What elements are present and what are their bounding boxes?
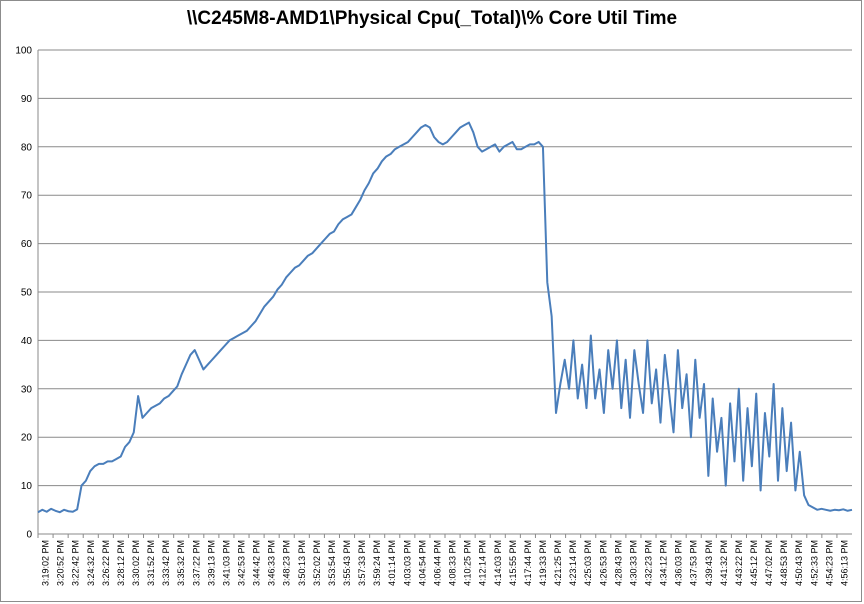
x-tick-label: 4:39:43 PM	[704, 540, 714, 586]
x-tick-label: 4:47:02 PM	[764, 540, 774, 586]
x-tick-label: 3:19:02 PM	[41, 540, 51, 586]
x-tick-label: 4:03:03 PM	[402, 540, 412, 586]
x-tick-label: 3:26:22 PM	[101, 540, 111, 586]
x-tick-label: 4:43:22 PM	[734, 540, 744, 586]
x-tick-label: 4:28:43 PM	[613, 540, 623, 586]
y-tick-label: 90	[21, 94, 33, 105]
x-tick-label: 4:54:23 PM	[824, 540, 834, 586]
x-tick-label: 3:31:52 PM	[146, 540, 156, 586]
chart-title: \\C245M8-AMD1\Physical Cpu(_Total)\% Cor…	[186, 8, 678, 29]
gridlines	[38, 49, 852, 487]
x-tick-label: 3:39:13 PM	[206, 540, 216, 586]
x-tick-label: 4:48:53 PM	[779, 540, 789, 586]
x-tick-label: 4:36:03 PM	[674, 540, 684, 586]
x-tick-label: 3:55:43 PM	[342, 540, 352, 586]
y-tick-label: 10	[21, 481, 33, 492]
x-tick-label: 4:06:44 PM	[432, 540, 442, 586]
x-tick-label: 3:22:42 PM	[71, 540, 81, 586]
axes	[37, 50, 852, 538]
y-tick-label: 80	[21, 142, 33, 153]
x-tick-label: 3:37:22 PM	[191, 540, 201, 586]
x-tick-label: 3:52:02 PM	[312, 540, 322, 586]
x-tick-label: 3:35:32 PM	[176, 540, 186, 586]
x-tick-label: 4:30:33 PM	[628, 540, 638, 586]
x-tick-label: 3:33:42 PM	[161, 540, 171, 586]
x-tick-label: 4:17:44 PM	[523, 540, 533, 586]
x-tick-label: 4:37:53 PM	[689, 540, 699, 586]
x-axis-tick-labels: 3:19:02 PM 3:20:52 PM 3:22:42 PM 3:24:32 PM…	[41, 540, 850, 586]
x-tick-label: 3:48:23 PM	[282, 540, 292, 586]
x-tick-label: 3:24:32 PM	[86, 540, 96, 586]
y-tick-label: 60	[21, 239, 33, 250]
x-tick-label: 4:32:23 PM	[644, 540, 654, 586]
x-tick-label: 4:45:12 PM	[749, 540, 759, 586]
y-tick-label: 20	[21, 433, 33, 444]
x-tick-label: 4:12:14 PM	[478, 540, 488, 586]
x-tick-label: 4:14:03 PM	[493, 540, 503, 586]
x-tick-label: 3:59:24 PM	[372, 540, 382, 586]
x-tick-label: 3:57:33 PM	[357, 540, 367, 586]
series-line-0	[37, 121, 853, 514]
x-tick-label: 3:46:33 PM	[267, 540, 277, 586]
y-tick-label: 100	[15, 46, 32, 57]
x-tick-label: 4:21:25 PM	[553, 540, 563, 586]
y-tick-label: 40	[21, 336, 33, 347]
x-tick-label: 4:25:03 PM	[583, 540, 593, 586]
x-tick-label: 3:42:53 PM	[237, 540, 247, 586]
series-layer	[37, 121, 853, 514]
x-tick-label: 4:41:32 PM	[719, 540, 729, 586]
x-tick-label: 3:41:03 PM	[221, 540, 231, 586]
x-tick-label: 3:44:42 PM	[252, 540, 262, 586]
x-tick-label: 4:26:53 PM	[598, 540, 608, 586]
y-tick-label: 30	[21, 384, 33, 395]
x-tick-label: 4:15:55 PM	[508, 540, 518, 586]
x-tick-label: 4:56:13 PM	[839, 540, 849, 586]
x-tick-label: 4:08:33 PM	[448, 540, 458, 586]
x-tick-label: 3:28:12 PM	[116, 540, 126, 586]
x-tick-label: 3:30:02 PM	[131, 540, 141, 586]
x-tick-label: 4:23:14 PM	[568, 540, 578, 586]
x-tick-label: 4:50:43 PM	[794, 540, 804, 586]
x-tick-label: 3:50:13 PM	[297, 540, 307, 586]
x-tick-label: 3:53:54 PM	[327, 540, 337, 586]
y-tick-label: 70	[21, 191, 33, 202]
y-tick-label: 50	[21, 288, 33, 299]
x-tick-label: 3:20:52 PM	[56, 540, 66, 586]
y-axis-tick-labels: 0 10 20 30 40 50 60 70 80 90 100	[15, 46, 32, 541]
x-tick-label: 4:19:33 PM	[538, 540, 548, 586]
y-tick-label: 0	[26, 530, 32, 541]
x-tick-label: 4:52:33 PM	[809, 540, 819, 586]
x-tick-label: 4:34:12 PM	[659, 540, 669, 586]
x-tick-label: 4:01:14 PM	[387, 540, 397, 586]
x-tick-label: 4:10:25 PM	[463, 540, 473, 586]
x-tick-label: 4:04:54 PM	[417, 540, 427, 586]
